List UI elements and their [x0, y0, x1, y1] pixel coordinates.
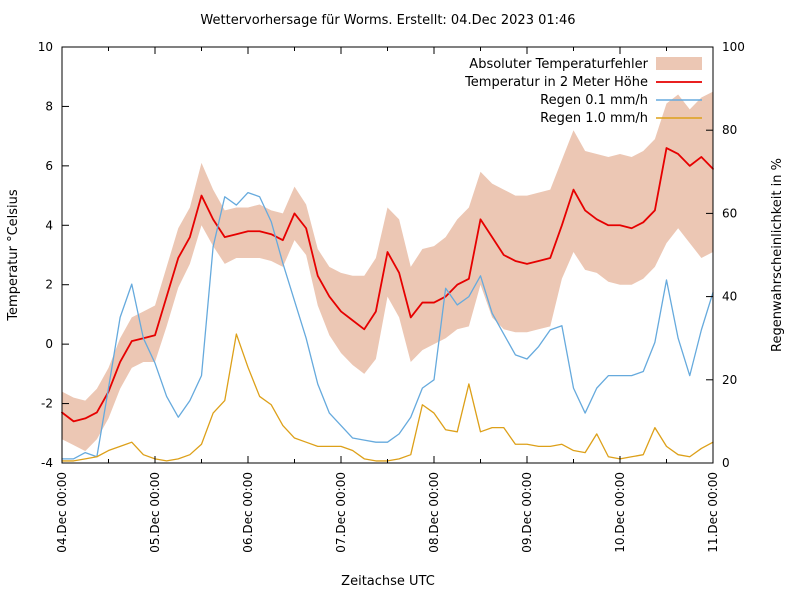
y-left-tick-label: 0	[45, 337, 53, 351]
y-right-tick-label: 100	[722, 40, 745, 54]
x-tick-label: 06.Dec 00:00	[241, 472, 255, 553]
y-left-tick-label: 6	[45, 159, 53, 173]
legend-swatches	[656, 57, 702, 119]
legend-label-rain10: Regen 1.0 mm/h	[540, 111, 648, 126]
y-left-tick-label: 10	[38, 40, 53, 54]
y-left-tick-label: 8	[45, 99, 53, 113]
error-band-polygon	[62, 91, 713, 452]
axes-and-ticks	[61, 46, 714, 464]
x-tick-label: 05.Dec 00:00	[148, 472, 162, 553]
y-right-tick-label: 20	[722, 373, 737, 387]
y-left-axis-title: Temperatur °Celsius	[6, 189, 21, 322]
y-right-tick-label: 40	[722, 290, 737, 304]
y-right-tick-label: 60	[722, 206, 737, 220]
y-right-tick-label: 0	[722, 456, 730, 470]
x-tick-label: 07.Dec 00:00	[334, 472, 348, 553]
legend-item-error-band: Absoluter Temperaturfehler	[469, 57, 648, 72]
y-right-axis-title: Regenwahrscheinlichkeit in %	[770, 158, 785, 352]
chart-title: Wettervorhersage für Worms. Erstellt: 04…	[200, 13, 575, 28]
legend-item-temperature: Temperatur in 2 Meter Höhe	[464, 75, 648, 90]
x-tick-label: 11.Dec 00:00	[706, 472, 720, 553]
y-left-tick-label: -4	[41, 456, 53, 470]
y-right-tick-label: 80	[722, 123, 737, 137]
series-line	[61, 147, 714, 423]
temperature-error-band	[62, 91, 713, 452]
legend-label-error-band: Absoluter Temperaturfehler	[469, 57, 648, 72]
x-tick-label: 08.Dec 00:00	[427, 472, 441, 553]
legend-item-rain10: Regen 1.0 mm/h	[540, 111, 648, 126]
legend-swatch-band	[656, 57, 702, 70]
legend: Absoluter Temperaturfehler Temperatur in…	[464, 57, 702, 126]
legend-label-temperature: Temperatur in 2 Meter Höhe	[464, 75, 648, 90]
legend-item-rain01: Regen 0.1 mm/h	[540, 93, 648, 108]
x-tick-label: 10.Dec 00:00	[613, 472, 627, 553]
legend-label-rain01: Regen 0.1 mm/h	[540, 93, 648, 108]
x-axis-title: Zeitachse UTC	[341, 574, 435, 589]
y-left-tick-label: 4	[45, 218, 53, 232]
series-line	[61, 191, 714, 460]
y-left-tick-label: -2	[41, 397, 53, 411]
x-tick-label: 09.Dec 00:00	[520, 472, 534, 553]
tick-labels: 04.Dec 00:00 05.Dec 00:00 06.Dec 00:00 07.D…	[38, 40, 745, 553]
x-tick-label: 04.Dec 00:00	[55, 472, 69, 553]
y-left-tick-label: 2	[45, 278, 53, 292]
